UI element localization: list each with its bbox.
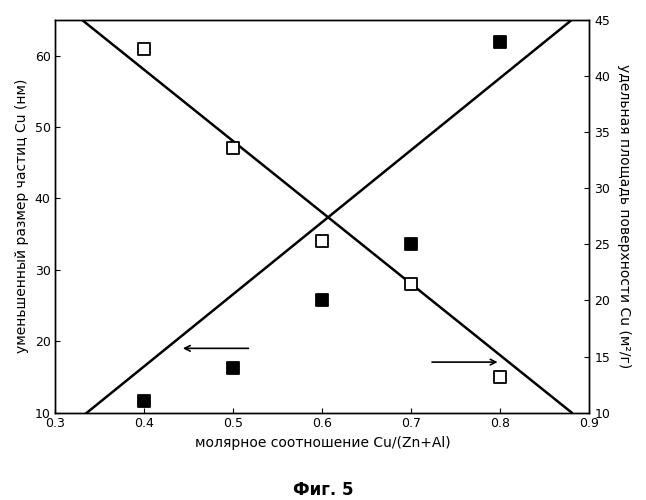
Y-axis label: уменьшенный размер частиц Cu (нм): уменьшенный размер частиц Cu (нм) [15, 79, 29, 353]
Point [228, 144, 238, 152]
Point [495, 38, 506, 46]
Point [406, 240, 417, 248]
Point [228, 364, 238, 372]
Point [317, 238, 328, 246]
Text: Фиг. 5: Фиг. 5 [293, 481, 353, 499]
Point [140, 44, 150, 52]
Point [317, 296, 328, 304]
Point [406, 280, 417, 288]
Point [140, 398, 150, 406]
Point [495, 373, 506, 381]
X-axis label: молярное соотношение Cu/(Zn+Al): молярное соотношение Cu/(Zn+Al) [194, 436, 450, 450]
Y-axis label: удельная площадь поверхности Cu (м²/г): удельная площадь поверхности Cu (м²/г) [617, 64, 631, 368]
